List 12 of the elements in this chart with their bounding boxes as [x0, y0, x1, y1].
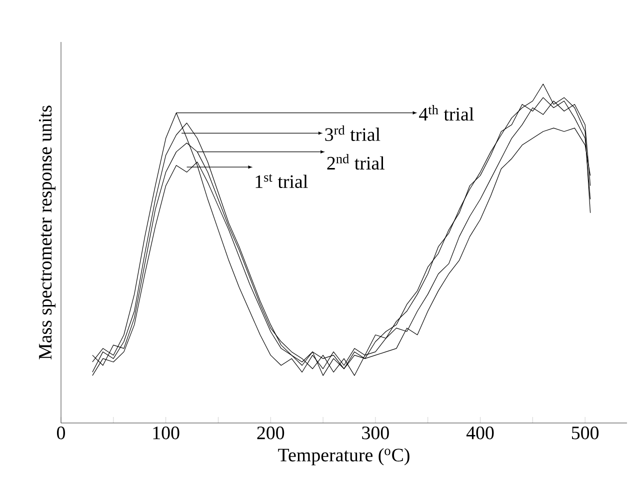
- x-tick-label: 300: [362, 426, 389, 440]
- x-tick-label: 100: [153, 426, 180, 440]
- x-tick-label: 500: [572, 426, 599, 440]
- x-tick-label: 0: [56, 426, 65, 440]
- x-tick-label: 400: [466, 426, 494, 440]
- annotation: 2$^{nd}$ trial: [327, 154, 384, 170]
- annotation: 3$^{rd}$ trial: [325, 125, 380, 141]
- annotation: 1$^{st}$ trial: [256, 174, 308, 188]
- y-axis-title: Mass spectrometer response units: [38, 106, 56, 360]
- annotation: 4$^{th}$ trial: [419, 105, 474, 121]
- x-axis-title: Temperature ($^{o}$C): [278, 448, 410, 466]
- x-tick-label: 200: [257, 426, 284, 440]
